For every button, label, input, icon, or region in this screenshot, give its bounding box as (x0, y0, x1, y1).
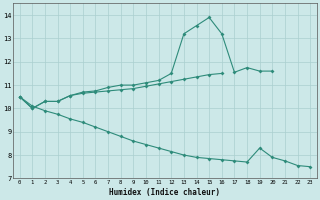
X-axis label: Humidex (Indice chaleur): Humidex (Indice chaleur) (109, 188, 220, 197)
